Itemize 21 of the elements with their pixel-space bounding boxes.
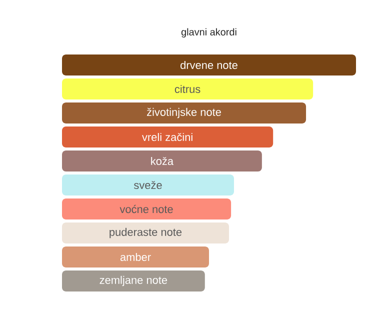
bar — [62, 102, 306, 124]
y-tick-label: voćne note — [120, 204, 173, 214]
y-tick-label: citrus — [174, 84, 200, 94]
y-tick-label: amber — [120, 252, 151, 262]
bar — [62, 174, 234, 196]
y-tick-label: drvene note — [180, 60, 238, 70]
y-tick-label: vreli začini — [142, 132, 192, 142]
bar — [62, 150, 262, 172]
bar — [62, 246, 210, 268]
bar — [62, 222, 229, 244]
bar — [62, 78, 314, 100]
y-tick-label: životinjske note — [146, 108, 221, 118]
y-tick-label: zemljane note — [100, 276, 168, 286]
y-tick-label: sveže — [134, 180, 162, 190]
bar — [62, 54, 356, 76]
chart-title: glavni akordi — [181, 28, 236, 38]
bar — [62, 126, 274, 148]
y-tick-label: koža — [151, 156, 174, 166]
bar — [62, 270, 205, 292]
bar — [62, 198, 232, 220]
y-tick-label: puderaste note — [110, 228, 182, 238]
